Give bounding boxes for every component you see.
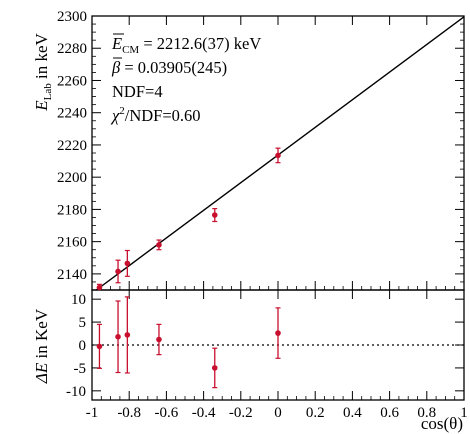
top-y-tick-label: 2160 <box>57 235 87 251</box>
bottom-y-tick-label: -5 <box>74 361 87 377</box>
x-tick-label: 0.2 <box>306 405 325 421</box>
top-y-tick-label: 2300 <box>57 9 87 25</box>
annotation-chi2: χ2/NDF=0.60 <box>110 105 201 125</box>
top-data-point-marker <box>115 268 121 275</box>
x-tick-label: 1 <box>460 405 468 421</box>
top-y-tick-label: 2260 <box>57 73 87 89</box>
bottom-y-tick-label: -10 <box>66 384 86 400</box>
bottom-y-tick-label: 10 <box>71 292 86 308</box>
residual-point-marker <box>115 333 121 340</box>
top-data-point-marker <box>124 260 131 267</box>
x-tick-label: 0 <box>274 405 282 421</box>
top-y-tick-label: 2140 <box>57 267 87 283</box>
top-y-axis-label: ELab in keV <box>32 33 54 112</box>
residual-point-marker <box>96 343 103 350</box>
top-data-point-marker <box>275 152 281 159</box>
top-data-point-marker <box>211 212 218 218</box>
residual-point-marker <box>211 365 218 371</box>
top-data-point-marker <box>156 242 162 248</box>
top-y-tick-label: 2180 <box>57 202 87 218</box>
residual-point-marker <box>275 330 281 336</box>
x-tick-label: 0.8 <box>417 405 436 421</box>
x-axis-label: cos(θ) <box>421 414 463 433</box>
top-y-tick-label: 2200 <box>57 170 87 186</box>
fit-annotations: ECM = 2212.6(37) keV β = 0.03905(245) ND… <box>110 33 261 125</box>
top-y-tick-label: 2240 <box>57 106 87 122</box>
top-y-tick-label: 2280 <box>57 41 87 57</box>
x-tick-label: -0.8 <box>117 405 141 421</box>
x-tick-label: 0.6 <box>380 405 399 421</box>
annotation-beta: β = 0.03905(245) <box>111 58 227 77</box>
bottom-y-tick-label: 5 <box>79 315 87 331</box>
bottom-axis-ticks: -10 -5 0 5 10 -1 -0.8 -0.6 -0.4 -0.2 0 0.2 0.4 0.6 0.8… <box>66 290 468 421</box>
x-tick-label: -0.6 <box>155 405 179 421</box>
annotation-ndf: NDF=4 <box>112 82 163 101</box>
top-axis-ticks: 2140 2160 2180 2200 2220 2240 2260 2280 2300 <box>57 9 465 291</box>
top-data-point-marker <box>96 284 103 291</box>
top-data-points <box>96 147 281 291</box>
residual-point-marker <box>124 332 131 338</box>
residual-point-marker <box>156 336 162 343</box>
bottom-y-axis-label: ΔE in KeV <box>32 308 51 384</box>
x-tick-label: 0.4 <box>343 405 362 421</box>
x-tick-label: -0.4 <box>192 405 216 421</box>
top-y-tick-label: 2220 <box>57 138 87 154</box>
annotation-ecm: ECM = 2212.6(37) keV <box>111 34 261 56</box>
x-tick-label: -1 <box>86 405 99 421</box>
bottom-y-tick-label: 0 <box>79 338 87 354</box>
x-tick-label: -0.2 <box>229 405 253 421</box>
bottom-residual-points <box>96 296 281 389</box>
